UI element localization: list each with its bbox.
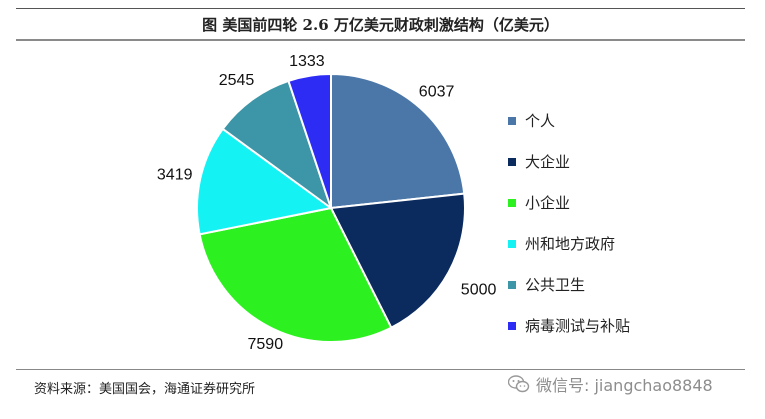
legend-label: 个人	[525, 112, 556, 130]
watermark: 微信号: jiangchao8848	[508, 372, 713, 396]
data-label: 7590	[248, 336, 284, 353]
footer-divider	[16, 369, 745, 370]
legend-item: 公共卫生	[508, 264, 630, 305]
legend-label: 州和地方政府	[525, 235, 616, 253]
data-label: 2545	[219, 72, 255, 89]
chart-legend: 个人大企业小企业州和地方政府 公共卫生病毒测试与补贴	[508, 100, 630, 346]
watermark-text: 微信号: jiangchao8848	[536, 376, 713, 395]
legend-swatch	[508, 198, 516, 207]
chart-title: 图 美国前四轮 2.6 万亿美元财政刺激结构（亿美元）	[202, 15, 559, 34]
pie-slice	[329, 192, 466, 330]
legend-swatch	[508, 321, 516, 330]
pie-slice	[287, 72, 332, 209]
legend-item: 大企业	[508, 141, 630, 182]
legend-swatch	[508, 157, 516, 166]
data-label: 5000	[461, 281, 497, 298]
legend-swatch	[508, 239, 516, 248]
legend-label: 大企业	[525, 153, 571, 171]
legend-item: 小企业	[508, 182, 630, 223]
legend-swatch	[508, 280, 516, 289]
legend-item: 病毒测试与补贴	[508, 305, 630, 346]
legend-item: 个人	[508, 100, 630, 141]
pie-slice	[221, 79, 333, 211]
source-note: 资料来源：美国国会，海通证券研究所	[34, 382, 256, 397]
legend-label: 公共卫生	[525, 276, 586, 294]
legend-item: 州和地方政府	[508, 223, 630, 264]
legend-swatch	[508, 116, 516, 125]
pie-slice	[330, 72, 466, 210]
legend-label: 小企业	[525, 194, 571, 212]
pie-slice	[198, 206, 393, 343]
pie-slice	[196, 127, 334, 236]
data-label: 6037	[419, 83, 455, 100]
title-bar: 图 美国前四轮 2.6 万亿美元财政刺激结构（亿美元）	[16, 8, 745, 41]
data-label: 3419	[157, 167, 193, 184]
wechat-icon	[508, 375, 530, 393]
data-label: 1333	[289, 53, 325, 70]
legend-label: 病毒测试与补贴	[525, 317, 631, 335]
